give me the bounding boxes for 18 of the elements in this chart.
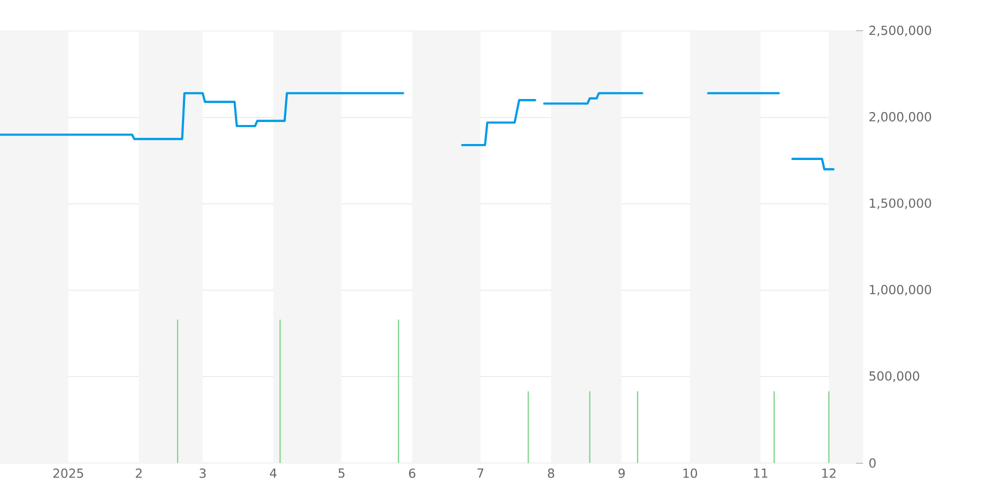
y-tick-label: 2,000,000 (869, 112, 932, 123)
x-tick-label: 12 (822, 468, 836, 478)
x-tick-label: 10 (683, 468, 698, 478)
y-tick-label: 500,000 (869, 371, 920, 382)
y-tick-label: 0 (869, 458, 876, 468)
x-tick-label: 7 (478, 468, 484, 478)
x-tick-label: 9 (618, 468, 625, 478)
x-tick-label: 11 (754, 468, 768, 478)
x-tick-label: 5 (338, 468, 344, 478)
y-tick-label: 2,500,000 (869, 26, 932, 36)
x-tick-label: 3 (200, 468, 206, 478)
x-tick-label: 2025 (53, 468, 84, 478)
x-tick-label: 6 (409, 468, 416, 478)
x-tick-label: 2 (136, 468, 142, 478)
y-tick-label: 1,000,000 (870, 284, 932, 296)
x-tick-label: 8 (548, 468, 554, 478)
y-tick-label: 1,500,000 (870, 198, 932, 210)
x-tick-label: 4 (270, 468, 277, 478)
